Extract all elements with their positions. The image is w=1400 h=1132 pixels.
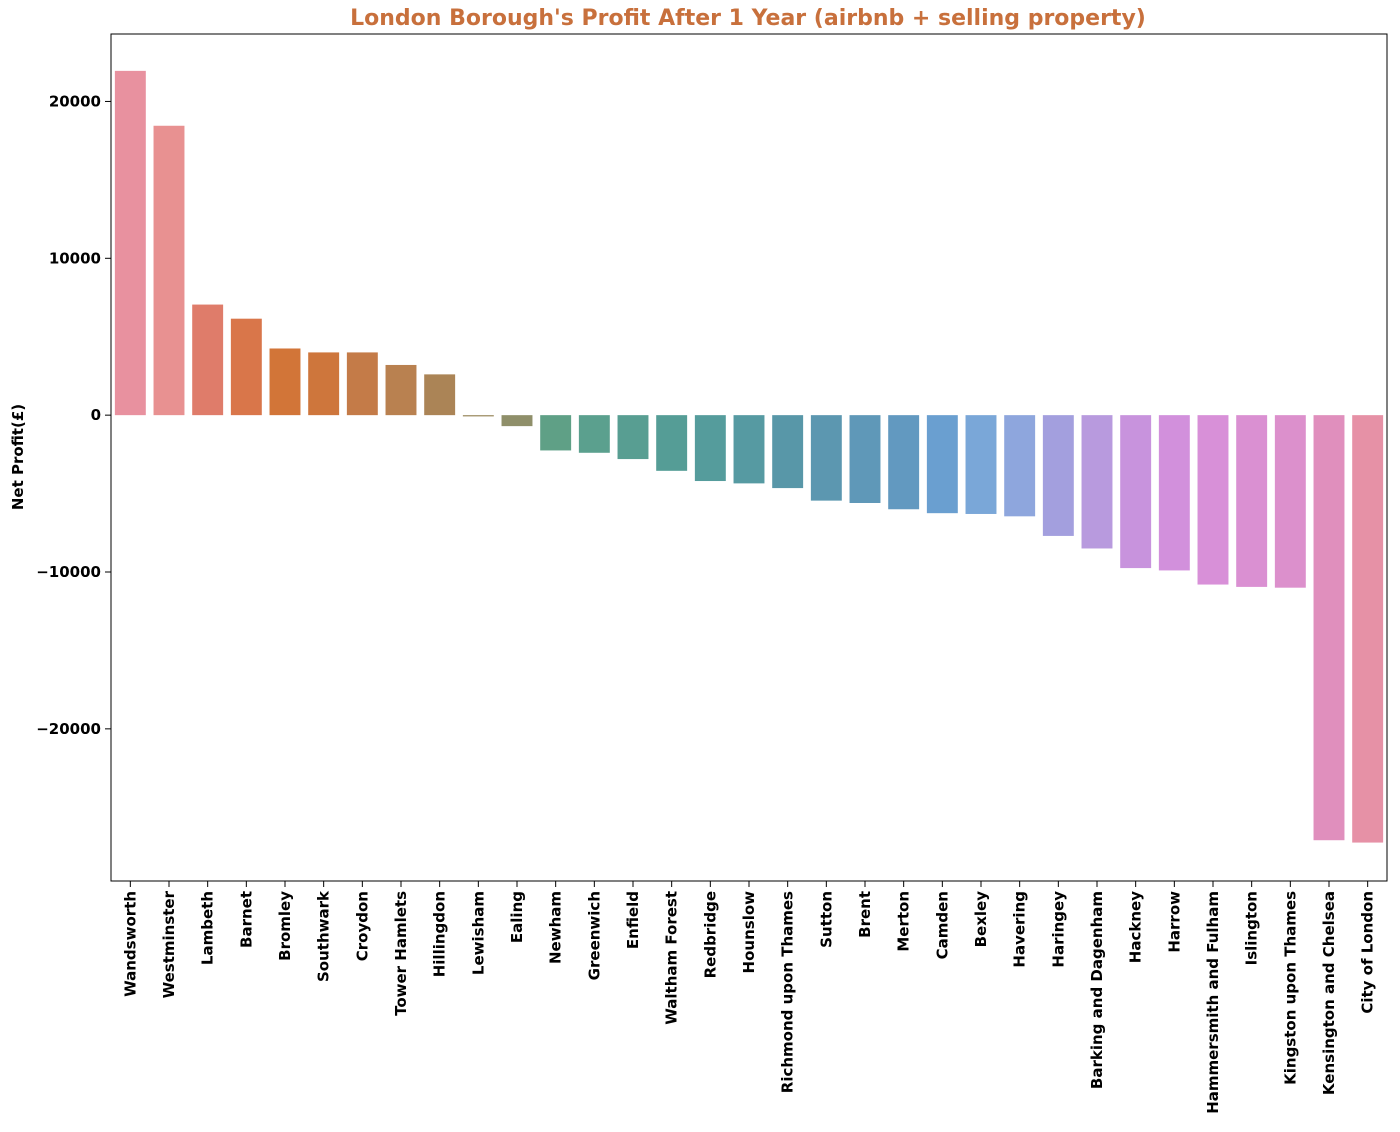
x-tick-label: Hounslow bbox=[740, 891, 758, 974]
bar-redbridge bbox=[694, 415, 726, 482]
bar-barnet bbox=[230, 318, 262, 416]
bar-tower-hamlets bbox=[385, 364, 417, 416]
x-tick-label: Greenwich bbox=[585, 891, 603, 980]
bar-harrow bbox=[1158, 415, 1190, 571]
x-tick-label: Harrow bbox=[1165, 891, 1183, 953]
bar-lambeth bbox=[192, 304, 224, 416]
x-tick-label: Richmond upon Thames bbox=[779, 891, 797, 1093]
y-axis-ticks: 20000 10000 0 −10000 −20000 bbox=[36, 92, 111, 738]
x-tick-label: Wandsworth bbox=[121, 891, 139, 997]
y-tick-label: −10000 bbox=[36, 563, 101, 581]
chart-title: London Borough's Profit After 1 Year (ai… bbox=[350, 6, 1146, 31]
x-tick-label: Haringey bbox=[1049, 891, 1067, 968]
bars-group bbox=[114, 70, 1384, 843]
plot-area-frame bbox=[110, 33, 1388, 882]
bar-haringey bbox=[1042, 415, 1074, 536]
bar-lewisham bbox=[462, 415, 494, 417]
bar-wandsworth bbox=[114, 70, 146, 416]
bar-westminster bbox=[153, 125, 185, 416]
bar-enfield bbox=[617, 415, 649, 460]
bar-city-of-london bbox=[1352, 415, 1384, 843]
x-tick-label: Barnet bbox=[237, 891, 255, 948]
x-tick-label: Croydon bbox=[353, 891, 371, 961]
x-tick-label: Westminster bbox=[160, 890, 178, 998]
x-tick-label: Waltham Forest bbox=[663, 891, 681, 1025]
x-tick-label: Hammersmith and Fulham bbox=[1204, 891, 1222, 1114]
x-tick-label: Barking and Dagenham bbox=[1088, 891, 1106, 1089]
x-tick-label: Kingston upon Thames bbox=[1281, 891, 1299, 1085]
bar-islington bbox=[1236, 415, 1268, 587]
y-tick-label: 0 bbox=[91, 406, 101, 424]
x-tick-label: Southwark bbox=[315, 890, 333, 982]
bar-bexley bbox=[965, 415, 997, 514]
x-tick-label: Sutton bbox=[817, 891, 835, 948]
bar-waltham-forest bbox=[656, 415, 688, 471]
x-tick-label: Brent bbox=[856, 891, 874, 938]
x-tick-label: City of London bbox=[1359, 891, 1377, 1014]
x-tick-label: Enfield bbox=[624, 891, 642, 949]
x-tick-label: Islington bbox=[1243, 891, 1261, 965]
bar-hammersmith-and-fulham bbox=[1197, 415, 1229, 585]
x-tick-label: Merton bbox=[895, 891, 913, 952]
x-tick-label: Lambeth bbox=[199, 891, 217, 965]
bar-hounslow bbox=[733, 415, 765, 484]
bar-merton bbox=[888, 415, 920, 510]
x-tick-label: Bromley bbox=[276, 891, 294, 961]
bar-kensington-and-chelsea bbox=[1313, 415, 1345, 841]
y-axis-label: Net Profit(£) bbox=[9, 404, 27, 510]
bar-brent bbox=[849, 415, 881, 503]
y-tick-label: 20000 bbox=[49, 92, 101, 110]
bar-bromley bbox=[269, 348, 301, 416]
bar-hackney bbox=[1120, 415, 1152, 569]
bar-southwark bbox=[308, 352, 340, 416]
x-tick-label: Kensington and Chelsea bbox=[1320, 891, 1338, 1095]
bar-sutton bbox=[810, 415, 842, 501]
x-tick-label: Hillingdon bbox=[431, 891, 449, 977]
bar-richmond-upon-thames bbox=[772, 415, 804, 489]
x-tick-label: Lewisham bbox=[469, 891, 487, 975]
y-tick-label: −20000 bbox=[36, 720, 101, 738]
x-tick-label: Redbridge bbox=[701, 891, 719, 978]
x-tick-label: Bexley bbox=[972, 891, 990, 948]
bar-kingston-upon-thames bbox=[1274, 415, 1306, 588]
x-tick-label: Havering bbox=[1011, 891, 1029, 968]
bar-barking-and-dagenham bbox=[1081, 415, 1113, 549]
x-tick-label: Hackney bbox=[1127, 891, 1145, 963]
bar-newham bbox=[540, 415, 572, 451]
bar-camden bbox=[926, 415, 958, 514]
bar-greenwich bbox=[578, 415, 610, 453]
bar-ealing bbox=[501, 415, 533, 427]
x-tick-label: Newham bbox=[547, 891, 565, 964]
bar-havering bbox=[1004, 415, 1036, 517]
bar-croydon bbox=[346, 352, 378, 416]
x-axis-ticks: Wandsworth Westminster Lambeth Barnet Bromle… bbox=[121, 881, 1377, 1114]
x-tick-label: Ealing bbox=[508, 891, 526, 943]
y-tick-label: 10000 bbox=[49, 249, 101, 267]
x-tick-label: Camden bbox=[933, 891, 951, 959]
bar-hillingdon bbox=[424, 374, 456, 416]
x-tick-label: Tower Hamlets bbox=[392, 891, 410, 1016]
